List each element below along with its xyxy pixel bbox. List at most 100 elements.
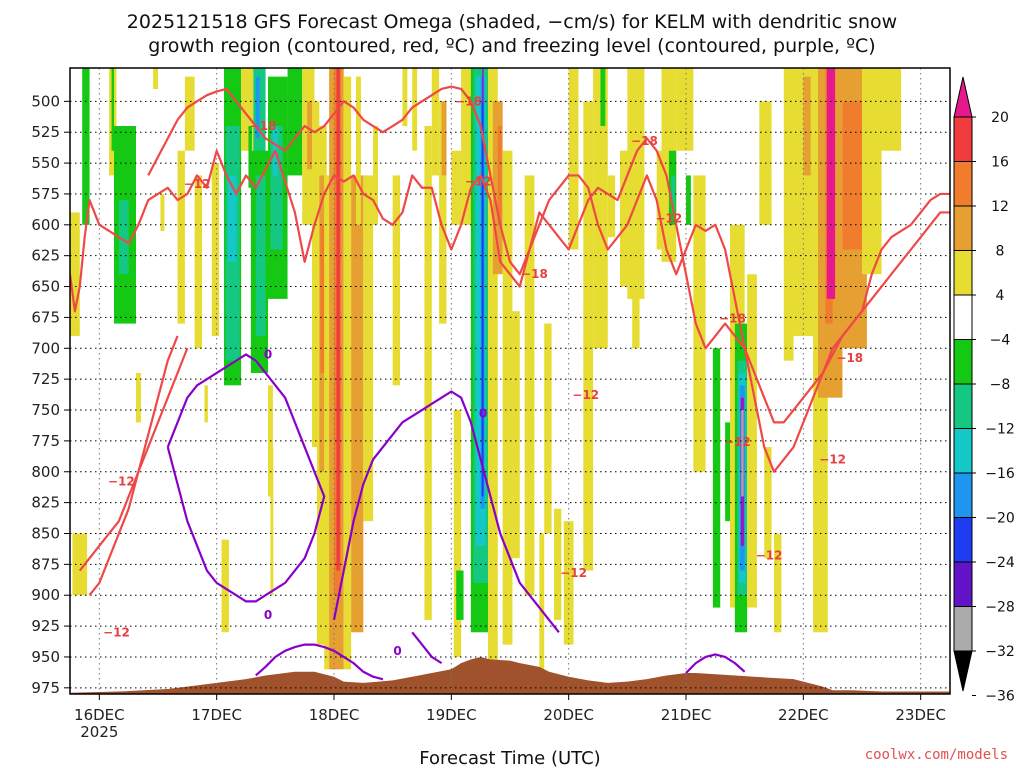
x-tick-label: 17DEC: [191, 706, 242, 724]
contour-label: −12: [724, 435, 751, 449]
omega-cell: [255, 76, 260, 139]
freezing-level-contour-line: [255, 643, 384, 681]
terrain-layer: [70, 656, 950, 694]
omega-cell: [227, 175, 237, 262]
omega-cell: [482, 68, 484, 102]
omega-cell: [343, 76, 352, 670]
dgz-contour-line: [78, 347, 189, 572]
omega-cell: [544, 323, 552, 534]
omega-cell: [461, 68, 474, 225]
y-tick-label: 550: [31, 154, 60, 172]
colorbar-bin: [953, 205, 973, 251]
contour-label: 0: [393, 644, 401, 658]
omega-cell: [774, 533, 782, 633]
omega-cell: [439, 101, 447, 324]
colorbar-bin: [953, 383, 973, 429]
x-tick-label: 22DEC: [778, 706, 829, 724]
omega-cell: [136, 372, 141, 423]
omega-cell: [741, 410, 744, 497]
chart-title-line-2: growth region (contoured, red, ºC) and f…: [148, 35, 875, 57]
contour-layer: [70, 85, 950, 681]
colorbar-bin: [953, 250, 973, 296]
credit-text: coolwx.com/models: [865, 747, 1008, 763]
omega-cell: [676, 68, 694, 151]
omega-cell: [524, 175, 535, 596]
colorbar-label: −24: [985, 555, 1015, 571]
omega-cell: [118, 200, 129, 275]
omega-cell: [600, 68, 606, 127]
omega-cell: [431, 68, 440, 176]
colorbar-bin: [953, 339, 973, 385]
omega-cell: [488, 68, 498, 670]
y-tick-label: 850: [31, 524, 60, 542]
colorbar-label: −20: [985, 511, 1015, 527]
omega-cell: [194, 175, 202, 349]
contour-label: −18: [719, 312, 746, 326]
omega-cell: [324, 175, 332, 670]
contour-label: −18: [631, 134, 658, 148]
contour-label: −12: [103, 625, 130, 639]
colorbar-label: 16: [991, 155, 1009, 171]
omega-cell: [671, 175, 676, 213]
y-tick-label: 500: [31, 92, 60, 110]
y-tick-label: 675: [31, 308, 60, 326]
y-tick-label: 800: [31, 463, 60, 481]
omega-cell: [312, 101, 320, 448]
omega-shading-layer: [70, 68, 902, 670]
omega-cell: [451, 150, 462, 225]
omega-cell: [862, 68, 882, 275]
contour-label: −12: [184, 177, 211, 191]
omega-cell: [160, 193, 165, 231]
omega-cell: [441, 101, 447, 176]
x-tick-label: 16DEC: [74, 706, 125, 724]
colorbar-label: 8: [996, 244, 1005, 260]
colorbar: 20 16 12 8 4 −4 −8 −12 −16 −20 −24 −28 −32 −36: [953, 76, 1015, 705]
omega-cell: [656, 150, 664, 250]
y-tick-label: 950: [31, 648, 60, 666]
colorbar-label: −36: [985, 689, 1015, 705]
contour-label: −18: [455, 94, 482, 108]
omega-cell: [363, 175, 374, 522]
x-tick-label: 19DEC: [426, 706, 477, 724]
y-tick-label: 775: [31, 432, 60, 450]
omega-cell: [356, 76, 361, 225]
contour-label: 0: [479, 407, 487, 421]
x-tick-label: 20DEC: [543, 706, 594, 724]
y-tick-label: 825: [31, 494, 60, 512]
omega-cell: [184, 76, 195, 151]
omega-cell: [583, 101, 594, 571]
omega-cell: [287, 68, 303, 176]
omega-cell: [456, 570, 464, 620]
omega-cell: [747, 274, 757, 608]
colorbar-label: 12: [991, 199, 1009, 215]
omega-cell: [881, 68, 902, 151]
omega-cell: [307, 101, 312, 170]
colorbar-label: −12: [985, 422, 1015, 438]
contour-label: −12: [108, 475, 135, 489]
y-tick-label: 975: [31, 679, 60, 697]
omega-cell: [412, 68, 418, 151]
omega-cell: [373, 126, 378, 225]
omega-cell: [248, 126, 252, 188]
omega-cell: [764, 447, 772, 559]
y-tick-label: 600: [31, 216, 60, 234]
omega-cell: [392, 175, 400, 386]
x-axis-title: Forecast Time (UTC): [419, 748, 600, 768]
omega-cell: [453, 410, 462, 657]
omega-cell: [402, 68, 408, 127]
freezing-level-contour-line: [332, 390, 560, 633]
omega-cell: [497, 126, 502, 225]
gridlines: [70, 68, 950, 694]
contour-label: −18: [521, 267, 548, 281]
contour-label: −12: [656, 212, 683, 226]
omega-cell: [783, 68, 794, 361]
omega-cell: [72, 533, 88, 596]
y-tick-label: 900: [31, 586, 60, 604]
y-tick-label: 925: [31, 617, 60, 635]
contour-label: 0: [264, 608, 272, 622]
omega-cell: [424, 126, 432, 620]
chart-title-line-1: 2025121518 GFS Forecast Omega (shaded, −…: [127, 11, 897, 33]
colorbar-bin: [953, 116, 973, 162]
